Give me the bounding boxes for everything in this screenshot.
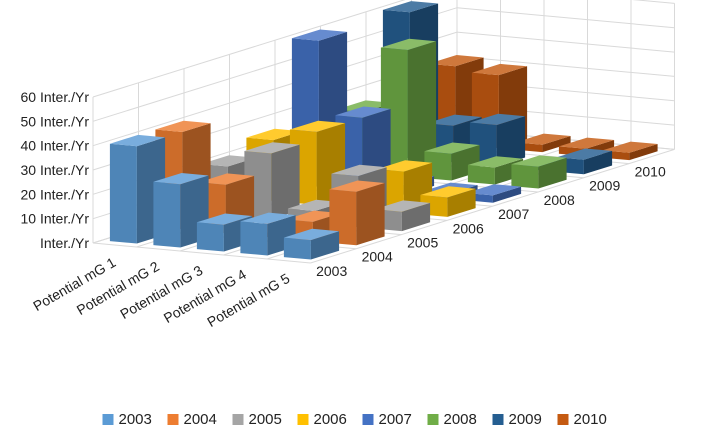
y-tick-label: 60 Inter./Yr bbox=[21, 89, 90, 105]
legend-swatch bbox=[362, 414, 374, 425]
depth-label: 2008 bbox=[544, 192, 575, 208]
legend-label: 2009 bbox=[509, 411, 542, 428]
legend-swatch bbox=[167, 414, 179, 425]
depth-label: 2009 bbox=[589, 178, 620, 194]
legend-item: 2004 bbox=[167, 411, 217, 428]
legend-item: 2009 bbox=[492, 411, 542, 428]
legend-item: 2006 bbox=[297, 411, 347, 428]
depth-label: 2006 bbox=[453, 220, 484, 236]
legend-item: 2010 bbox=[557, 411, 607, 428]
legend-label: 2007 bbox=[379, 411, 412, 428]
y-tick-label: Inter./Yr bbox=[40, 235, 89, 251]
bars bbox=[109, 1, 658, 260]
y-tick-label: 30 Inter./Yr bbox=[21, 162, 90, 178]
legend-swatch bbox=[232, 414, 244, 425]
legend-label: 2004 bbox=[184, 411, 217, 428]
legend-swatch bbox=[102, 414, 114, 425]
bar bbox=[511, 155, 567, 189]
legend: 2003 2004 2005 2006 2007 2008 2009 2010 bbox=[102, 411, 607, 428]
depth-label: 2004 bbox=[362, 249, 393, 265]
y-tick-label: 50 Inter./Yr bbox=[21, 113, 90, 129]
bar bbox=[374, 200, 431, 232]
bar bbox=[283, 228, 340, 260]
legend-item: 2007 bbox=[362, 411, 412, 428]
gridline bbox=[92, 0, 675, 98]
legend-label: 2008 bbox=[444, 411, 477, 428]
depth-label: 2005 bbox=[407, 235, 438, 251]
legend-swatch bbox=[427, 414, 439, 425]
y-axis-ticks: Inter./Yr 10 Inter./Yr 20 Inter./Yr 30 Inte… bbox=[21, 89, 90, 251]
legend-item: 2003 bbox=[102, 411, 152, 428]
legend-swatch bbox=[492, 414, 504, 425]
legend-label: 2005 bbox=[249, 411, 282, 428]
legend-label: 2010 bbox=[574, 411, 607, 428]
legend-swatch bbox=[297, 414, 309, 425]
gridline bbox=[310, 148, 675, 264]
depth-label: 2010 bbox=[635, 164, 666, 180]
gridline bbox=[92, 242, 311, 264]
legend-item: 2008 bbox=[427, 411, 477, 428]
depth-axis-labels: 2003 2004 2005 2006 2007 2008 2009 2010 bbox=[316, 164, 666, 279]
legend-item: 2005 bbox=[232, 411, 282, 428]
depth-label: 2003 bbox=[316, 263, 347, 279]
y-tick-label: 20 Inter./Yr bbox=[21, 186, 90, 202]
y-tick-label: 40 Inter./Yr bbox=[21, 138, 90, 154]
legend-label: 2003 bbox=[119, 411, 152, 428]
legend-swatch bbox=[557, 414, 569, 425]
legend-label: 2006 bbox=[314, 411, 347, 428]
depth-label: 2007 bbox=[498, 206, 529, 222]
y-tick-label: 10 Inter./Yr bbox=[21, 211, 90, 227]
bar bbox=[469, 113, 526, 167]
